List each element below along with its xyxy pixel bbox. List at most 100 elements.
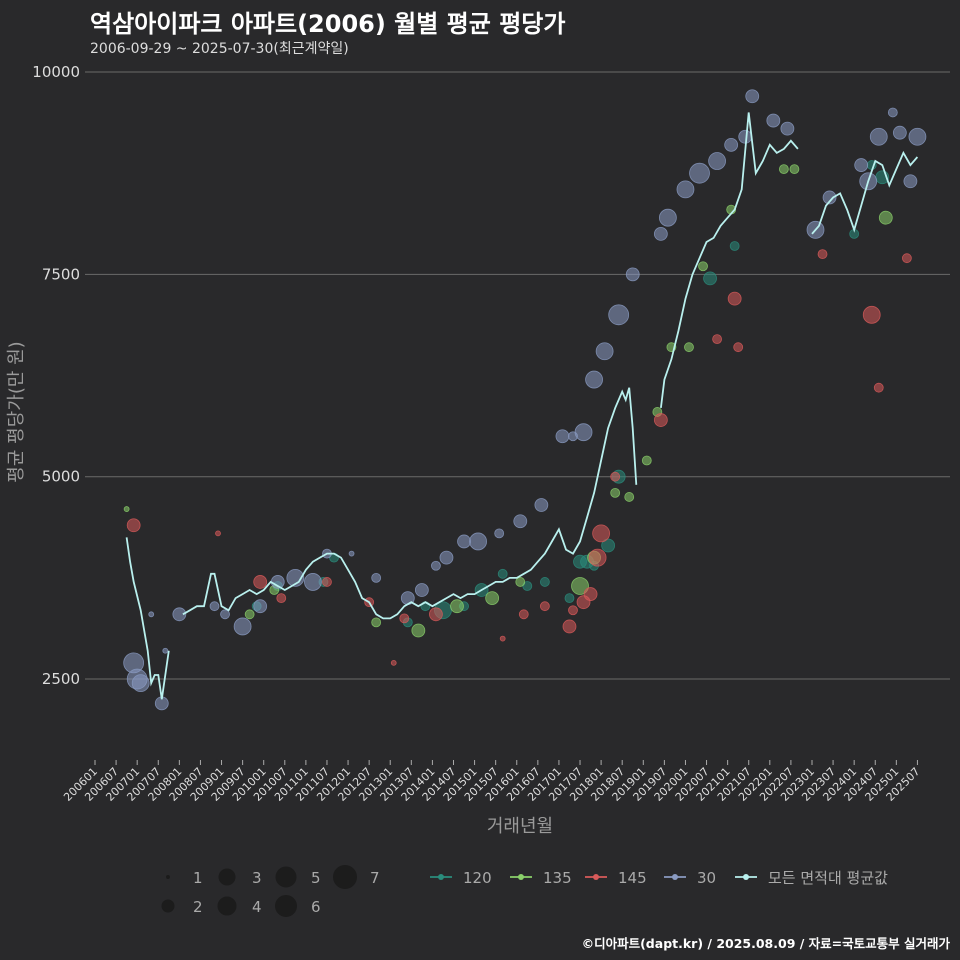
y-tick-label: 5000 — [42, 468, 80, 486]
series-legend-label: 145 — [618, 869, 647, 887]
point-145 — [499, 635, 506, 642]
point-135 — [610, 487, 621, 498]
point-135 — [698, 261, 708, 272]
series-legend-dot — [593, 874, 599, 880]
point-145 — [653, 413, 668, 427]
point-30 — [555, 429, 570, 444]
point-30 — [457, 534, 471, 549]
point-145 — [588, 548, 607, 567]
series-legend-dot — [518, 874, 524, 880]
size-legend-dot — [275, 866, 297, 888]
point-120 — [564, 593, 575, 604]
point-30 — [431, 560, 441, 571]
chart-subtitle: 2006-09-29 ~ 2025-07-30(최근계약일) — [90, 41, 349, 57]
point-145 — [539, 601, 550, 612]
y-axis-title: 평균 평당가(만 원) — [6, 341, 27, 482]
point-135 — [624, 492, 635, 502]
point-135 — [450, 599, 464, 614]
point-30 — [822, 190, 837, 205]
point-135 — [789, 164, 800, 175]
legend: 1 2 3 4 5 6 7 120 135 145 30 모든 면적대 평균값 — [161, 865, 888, 917]
size-legend-label: 5 — [311, 869, 321, 887]
point-145 — [276, 593, 287, 604]
point-120 — [497, 568, 508, 579]
point-145 — [215, 530, 221, 537]
series-legend-dot — [672, 874, 678, 880]
size-legend-dot — [166, 875, 170, 879]
point-30 — [676, 180, 695, 199]
point-135 — [641, 455, 652, 466]
point-30 — [131, 674, 150, 693]
point-30 — [220, 609, 230, 620]
point-30 — [414, 583, 429, 597]
size-legend-dot — [217, 896, 237, 916]
point-30 — [304, 573, 322, 591]
chart-title: 역삼아이파크 아파트(2006) 월별 평균 평당가 — [90, 10, 566, 38]
point-135 — [778, 164, 789, 175]
point-145 — [518, 609, 529, 620]
point-145 — [873, 382, 884, 393]
point-30 — [162, 647, 169, 654]
point-145 — [429, 607, 443, 622]
average-line-segment — [811, 150, 919, 235]
point-30 — [724, 137, 739, 152]
point-145 — [253, 575, 268, 589]
point-135 — [485, 591, 500, 606]
point-30 — [209, 601, 220, 612]
point-30 — [708, 152, 726, 170]
point-30 — [585, 370, 603, 389]
point-30 — [608, 304, 630, 326]
point-135 — [684, 342, 694, 353]
series-legend-label: 30 — [697, 869, 716, 887]
x-axis-title: 거래년월 — [487, 816, 553, 837]
point-30 — [903, 174, 918, 189]
point-30 — [494, 528, 505, 539]
point-30 — [148, 611, 155, 618]
point-145 — [562, 619, 577, 634]
size-legend-label: 7 — [370, 869, 380, 887]
grid-lines — [85, 71, 950, 680]
size-legend-dot — [333, 865, 357, 889]
average-line-segment — [660, 112, 799, 409]
y-tick-label: 7500 — [42, 265, 80, 283]
average-line-segment — [125, 537, 170, 700]
size-legend-dot — [161, 899, 175, 913]
point-145 — [126, 518, 141, 533]
point-135 — [571, 577, 589, 595]
point-120 — [703, 271, 717, 286]
point-145 — [568, 605, 578, 616]
point-120 — [539, 577, 550, 587]
data-points — [123, 89, 927, 711]
point-30 — [892, 125, 907, 140]
point-145 — [727, 291, 742, 306]
point-30 — [253, 599, 268, 614]
point-145 — [610, 471, 621, 482]
point-30 — [233, 617, 252, 636]
point-135 — [878, 210, 893, 225]
point-30 — [766, 113, 781, 128]
series-legend-dot — [438, 874, 444, 880]
footer-source: ©디아파트(dapt.kr) / 2025.08.09 / 자료=국토교통부 실… — [581, 936, 950, 951]
point-30 — [625, 267, 640, 282]
series-legend-label: 135 — [543, 869, 572, 887]
point-120 — [729, 241, 740, 251]
point-30 — [745, 89, 760, 104]
point-145 — [592, 524, 611, 543]
size-legend-dot — [218, 868, 236, 886]
y-tick-label: 2500 — [42, 670, 80, 688]
point-30 — [887, 107, 898, 118]
point-30 — [469, 532, 487, 551]
y-axis-ticks: 2500 5000 7500 10000 — [32, 63, 80, 688]
point-145 — [901, 253, 912, 264]
average-line-segment — [182, 387, 638, 620]
point-30 — [172, 607, 187, 622]
point-30 — [371, 572, 382, 583]
point-30 — [908, 127, 927, 146]
point-120 — [601, 538, 616, 553]
point-30 — [854, 158, 869, 172]
x-axis-ticks: 2006012006072007012007072008012008072009… — [61, 760, 923, 804]
point-145 — [862, 305, 881, 324]
point-145 — [733, 342, 744, 353]
point-30 — [869, 127, 888, 146]
size-legend-label: 1 — [193, 869, 203, 887]
